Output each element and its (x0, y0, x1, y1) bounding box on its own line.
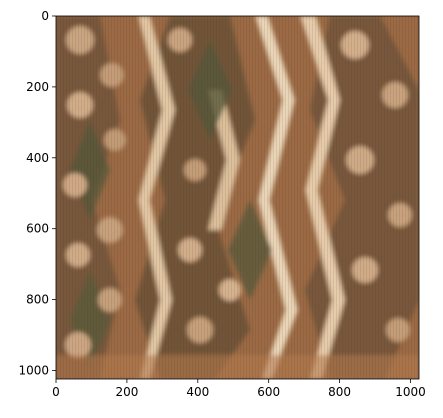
x-axis: 0 200 400 600 800 1000 (52, 379, 426, 399)
x-tick-label: 200 (115, 385, 138, 399)
y-tick-label: 400 (26, 151, 49, 165)
y-tick-label: 0 (41, 9, 49, 23)
y-tick-label: 200 (26, 80, 49, 94)
y-axis: 0 200 400 600 800 1000 (18, 9, 56, 377)
x-tick-label: 1000 (395, 385, 426, 399)
textile-image (56, 16, 419, 379)
x-tick-label: 0 (52, 385, 60, 399)
x-tick-label: 400 (186, 385, 209, 399)
y-tick-label: 600 (26, 222, 49, 236)
y-tick-label: 800 (26, 293, 49, 307)
x-tick-label: 800 (328, 385, 351, 399)
y-tick-label: 1000 (18, 363, 49, 377)
x-tick-label: 600 (257, 385, 280, 399)
